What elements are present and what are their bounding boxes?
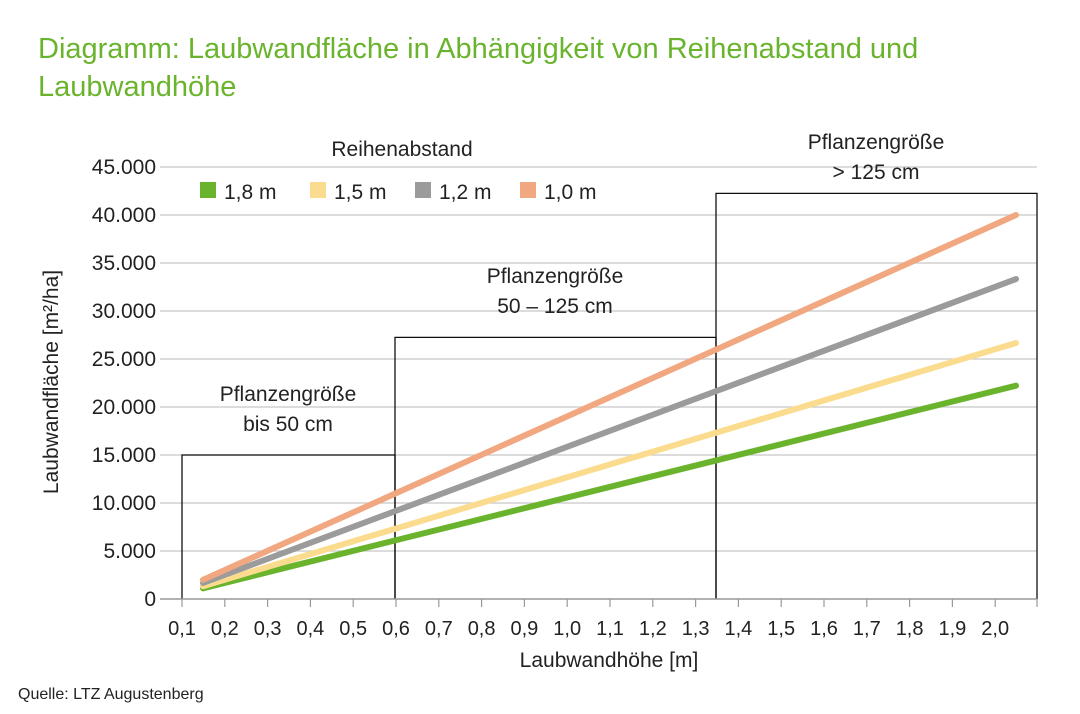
y-tick-label: 20.000 <box>92 396 156 419</box>
chart-title: Diagramm: Laubwandfläche in Abhängigkeit… <box>38 33 919 103</box>
x-tick-label: 0,7 <box>425 618 453 640</box>
legend-label: 1,0 m <box>544 181 597 204</box>
x-tick-label: 0,4 <box>296 618 324 640</box>
x-tick-label: 1,2 <box>639 618 667 640</box>
x-axis-label: Laubwandhöhe [m] <box>520 649 699 672</box>
region-label: 50 – 125 cm <box>497 295 613 318</box>
y-tick-label: 25.000 <box>92 348 156 371</box>
plant-size-regions: Pflanzengröße bis 50 cm Pflanzengröße 50 – … <box>181 131 1038 599</box>
source-note: Quelle: LTZ Augustenberg <box>18 686 204 703</box>
x-tick-label: 1,6 <box>810 618 838 640</box>
x-tick-label: 1,8 <box>896 618 924 640</box>
legend-label: 1,8 m <box>224 181 277 204</box>
x-tick-label: 2,0 <box>981 618 1009 640</box>
legend-swatch <box>415 182 431 198</box>
legend-swatch <box>520 182 536 198</box>
x-tick-label: 0,5 <box>339 618 367 640</box>
x-tick-label: 1,5 <box>767 618 795 640</box>
x-tick-label: 0,8 <box>468 618 496 640</box>
y-tick-label: 40.000 <box>92 204 156 227</box>
region-label: bis 50 cm <box>243 413 333 436</box>
x-tick-label: 0,9 <box>510 618 538 640</box>
y-axis-label: Laubwandfläche [m²/ha] <box>40 270 63 494</box>
series-line <box>200 276 1019 586</box>
x-tick-label: 1,9 <box>938 618 966 640</box>
x-tick-label: 0,1 <box>168 618 196 640</box>
region-box <box>715 192 1038 599</box>
x-tick-label: 0,2 <box>211 618 239 640</box>
x-tick-label: 1,1 <box>596 618 624 640</box>
legend-label: 1,5 m <box>334 181 387 204</box>
series-line <box>200 382 1019 592</box>
legend-swatch <box>310 182 326 198</box>
x-tick-label: 1,4 <box>724 618 752 640</box>
y-tick-label: 35.000 <box>92 252 156 275</box>
legend: 1,8 m 1,5 m 1,2 m 1,0 m <box>200 181 597 204</box>
gridlines <box>160 166 1037 552</box>
legend-swatch <box>200 182 216 198</box>
legend-label: 1,2 m <box>439 181 492 204</box>
legend-title: Reihenabstand <box>331 138 472 161</box>
x-tick-label: 0,6 <box>382 618 410 640</box>
region-box <box>394 336 717 599</box>
y-tick-label: 45.000 <box>92 156 156 179</box>
x-tick-label: 1,7 <box>853 618 881 640</box>
x-tick-label: 1,3 <box>682 618 710 640</box>
y-tick-label: 10.000 <box>92 492 156 515</box>
y-tick-label: 5.000 <box>103 540 156 563</box>
region-label: > 125 cm <box>833 161 920 184</box>
region-label: Pflanzengröße <box>808 131 945 154</box>
series-line <box>200 212 1019 583</box>
axes: 0 5.000 10.000 15.000 20.000 25.000 30.000 35.0… <box>92 156 1038 640</box>
series-lines <box>200 212 1019 592</box>
region-label: Pflanzengröße <box>487 265 624 288</box>
y-tick-label: 30.000 <box>92 300 156 323</box>
x-tick-label: 0,3 <box>254 618 282 640</box>
y-tick-label: 15.000 <box>92 444 156 467</box>
y-tick-label: 0 <box>144 588 156 611</box>
series-line <box>200 339 1019 590</box>
x-tick-label: 1,0 <box>553 618 581 640</box>
region-label: Pflanzengröße <box>220 383 357 406</box>
